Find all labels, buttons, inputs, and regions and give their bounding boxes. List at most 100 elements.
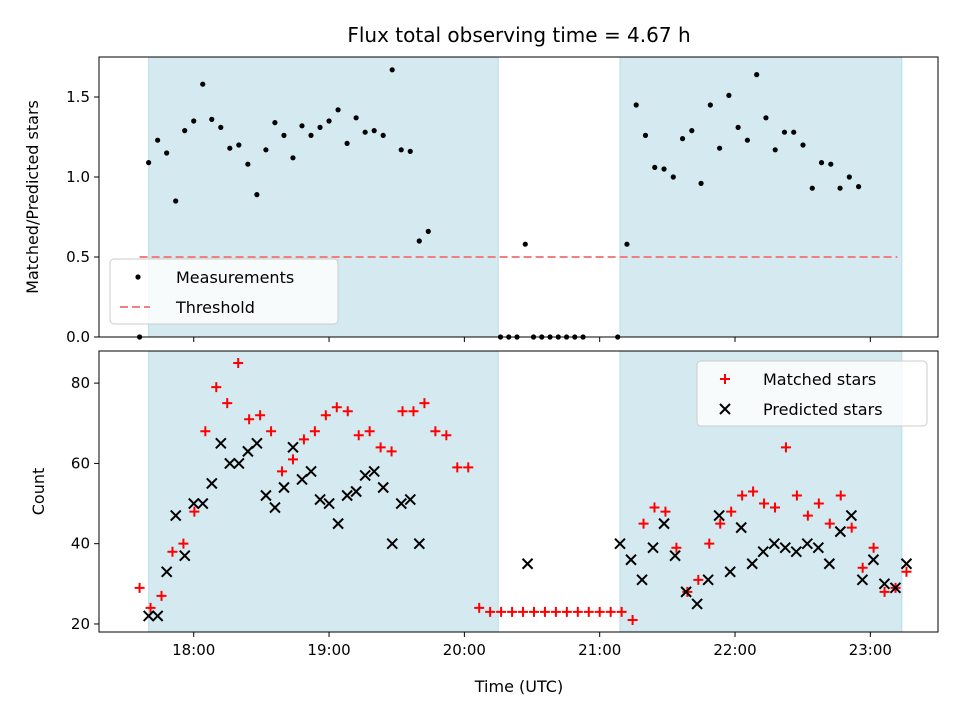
- count-panel: 20 40 60 80 18:00 19:00 20:00 21:00 22:00 23:00 Co…: [29, 350, 939, 659]
- measurement-point: [425, 228, 431, 234]
- observing-window-0: [148, 350, 499, 633]
- measurement-point: [164, 150, 170, 156]
- y-tick-label: 0.0: [66, 328, 90, 346]
- matched-star-point: [496, 606, 507, 617]
- matched-star-point: [375, 442, 386, 453]
- predicted-star-point: [735, 521, 747, 534]
- predicted-star-point: [625, 554, 637, 566]
- measurement-point: [200, 81, 206, 87]
- measurement-point: [735, 124, 741, 130]
- matched-star-point: [309, 426, 320, 437]
- measurement-point: [744, 137, 751, 143]
- predicted-star-point: [142, 610, 155, 622]
- measurement-point: [837, 185, 843, 191]
- measurement-point: [209, 116, 215, 122]
- predicted-star-point: [812, 541, 825, 554]
- matched-star-point: [408, 406, 419, 417]
- matched-star-point: [715, 518, 726, 529]
- matched-star-point: [463, 462, 474, 473]
- matched-star-point: [671, 542, 682, 553]
- predicted-star-point: [215, 437, 227, 450]
- matched-star-point: [277, 466, 288, 477]
- matched-star-point: [474, 602, 485, 613]
- predicted-star-point: [179, 550, 191, 562]
- chart-title: Flux total observing time = 4.67 h: [347, 23, 690, 47]
- predicted-star-point: [757, 546, 769, 558]
- matched-star-point: [430, 426, 441, 437]
- measurement-point: [281, 132, 287, 138]
- y-tick-label: 60: [71, 454, 90, 472]
- matched-star-point: [364, 426, 375, 437]
- legend-box: [696, 360, 928, 427]
- predicted-star-point: [779, 541, 791, 554]
- predicted-star-point: [702, 574, 714, 586]
- legend-marker: [720, 374, 730, 384]
- matched-star-point: [835, 490, 846, 501]
- predicted-star-point: [350, 485, 362, 498]
- y-tick-label: 0.5: [66, 248, 90, 266]
- matched-star-point: [868, 542, 879, 553]
- matched-star-point: [298, 434, 309, 445]
- matched-star-point: [222, 398, 233, 409]
- measurement-point: [398, 147, 404, 153]
- measurement-point: [326, 118, 332, 124]
- predicted-star-point: [314, 493, 326, 506]
- measurement-point: [763, 115, 769, 121]
- matched-star-point: [594, 606, 605, 617]
- predicted-star-point: [359, 469, 371, 482]
- matched-star-point: [627, 614, 638, 625]
- matched-star-point: [419, 398, 430, 409]
- predicted-star-point: [878, 578, 891, 590]
- matched-star-point: [485, 606, 496, 617]
- predicted-star-point: [521, 558, 534, 570]
- predicted-star-point: [680, 586, 692, 598]
- measurement-point: [236, 142, 242, 148]
- measurement-point: [661, 166, 667, 172]
- measurement-point: [218, 124, 224, 130]
- measurement-point: [689, 128, 695, 134]
- y-tick-label: 40: [71, 535, 90, 553]
- predicted-star-point: [368, 465, 380, 478]
- y-tick-label: 1.0: [66, 168, 90, 186]
- measurement-point: [155, 137, 161, 143]
- predicted-star-point: [900, 558, 913, 570]
- legend-label: Measurements: [176, 268, 294, 287]
- predicted-star-point: [636, 574, 648, 586]
- matched-star-point: [452, 462, 463, 473]
- matched-star-point: [386, 446, 397, 457]
- y-tick-label: 20: [71, 615, 90, 633]
- matched-star-point: [244, 414, 255, 425]
- matched-star-point: [572, 606, 583, 617]
- matched-star-point: [649, 502, 660, 513]
- matched-star-point: [638, 518, 649, 529]
- measurement-point: [679, 136, 686, 142]
- matched-star-point: [791, 490, 802, 501]
- predicted-star-point: [647, 541, 659, 554]
- measurement-point: [624, 241, 630, 247]
- measurement-point: [698, 180, 704, 186]
- matched-star-point: [287, 454, 298, 465]
- matched-star-point: [178, 538, 189, 549]
- matched-star-point: [167, 546, 178, 557]
- y-axis-label: Matched/Predicted stars: [23, 100, 42, 294]
- predicted-star-point: [296, 473, 308, 486]
- measurement-point: [772, 147, 778, 153]
- legend-marker: [719, 403, 731, 415]
- predicted-star-point: [151, 610, 164, 622]
- y-axis-label: Count: [29, 468, 48, 516]
- predicted-star-point: [856, 574, 869, 586]
- matched-star-point: [802, 510, 813, 521]
- predicted-star-point: [188, 497, 200, 510]
- matched-star-point: [320, 410, 331, 421]
- legend-label: Matched stars: [763, 370, 876, 389]
- legend-label: Predicted stars: [763, 400, 883, 419]
- matched-star-point: [583, 606, 594, 617]
- predicted-star-point: [206, 477, 218, 490]
- measurement-point: [254, 192, 260, 198]
- predicted-star-point: [170, 509, 182, 522]
- measurement-point: [407, 148, 413, 154]
- predicted-star-point: [160, 566, 173, 578]
- measurement-point: [800, 142, 806, 148]
- predicted-star-point: [242, 445, 254, 458]
